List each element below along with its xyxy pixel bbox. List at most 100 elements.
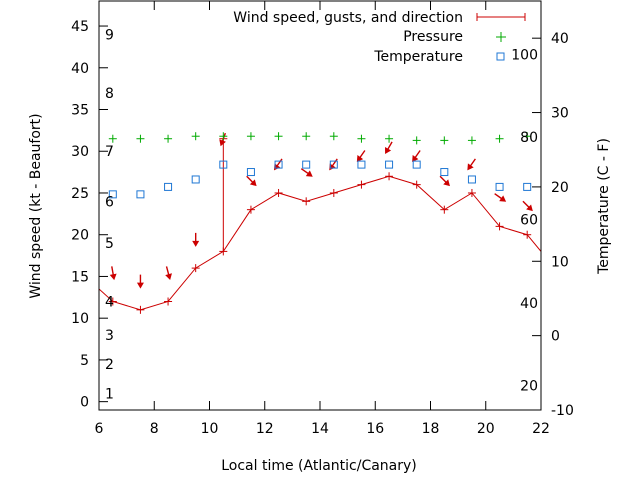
temperature-point — [385, 160, 394, 169]
beaufort-label: 5 — [105, 236, 114, 252]
pressure-point — [440, 136, 449, 145]
y-tick-label: 35 — [71, 103, 89, 119]
pressure-point — [108, 134, 117, 143]
y-tick-label: 0 — [80, 395, 89, 411]
y2-tick-label: 40 — [551, 31, 569, 47]
pressure-point — [467, 136, 476, 145]
beaufort-label: 8 — [105, 86, 114, 102]
pressure-point — [164, 134, 173, 143]
wind-direction-arrow — [356, 150, 366, 162]
y-tick-label: 30 — [71, 144, 89, 160]
x-tick-label: 8 — [150, 421, 159, 437]
legend-label-temperature: Temperature — [373, 49, 463, 65]
wind-direction-arrow — [273, 158, 283, 171]
wind-point — [329, 188, 338, 197]
x-tick-label: 14 — [311, 421, 329, 437]
temperature-point — [191, 175, 200, 184]
arrow-head — [165, 273, 172, 281]
arrow-shaft — [469, 158, 476, 167]
wind-point — [357, 180, 366, 189]
y-tick-label: 25 — [71, 186, 89, 202]
arrow-shaft — [276, 158, 283, 167]
x-tick-label: 12 — [256, 421, 274, 437]
axis-labels: 6 8 10 12 14 16 18 20 22051015202530354045-10010… — [71, 19, 574, 437]
wind-direction-arrow — [439, 175, 450, 187]
arrow-head — [526, 204, 533, 212]
wind-direction-arrow — [522, 200, 533, 212]
y2-tick-label: 0 — [551, 329, 560, 345]
wind-direction-arrow — [329, 158, 338, 171]
temperature-point — [329, 160, 338, 169]
y-tick-label: 40 — [71, 61, 89, 77]
temperature-point — [274, 160, 283, 169]
pressure-point — [302, 132, 311, 141]
x-tick-label: 18 — [422, 421, 440, 437]
arrow-shaft — [111, 266, 115, 276]
arrow-head — [219, 139, 226, 147]
wind-direction-arrow — [109, 266, 117, 281]
legend-key-pressure — [496, 32, 506, 42]
arrow-shaft — [300, 168, 310, 175]
plot-frame — [98, 0, 542, 411]
arrow-head — [109, 273, 117, 281]
wind-point — [136, 305, 145, 314]
wind-point — [246, 205, 255, 214]
wind-point — [191, 264, 200, 273]
arrow-head — [443, 179, 450, 187]
wind-direction-arrow — [136, 274, 144, 289]
arrow-shaft — [494, 193, 503, 200]
wind-point — [274, 188, 283, 197]
temperature-point — [164, 182, 173, 191]
fahrenheit-label: 60 — [520, 213, 538, 229]
wind-direction-arrow — [219, 132, 227, 147]
arrow-head — [249, 179, 257, 187]
arrow-head — [136, 282, 144, 289]
y-tick-label: 10 — [71, 311, 89, 327]
y2-axis-label: Temperature (C - F) — [596, 138, 612, 275]
wind-point — [523, 230, 532, 239]
wind-point — [385, 172, 394, 181]
wind-speed-line — [99, 175, 541, 311]
temperature-point — [412, 160, 421, 169]
x-tick-label: 6 — [95, 421, 104, 437]
pressure-point — [523, 132, 532, 141]
legend-key-temperature — [496, 52, 505, 61]
temperature-point — [246, 168, 255, 177]
wind-direction-arrow — [300, 168, 313, 177]
legend-label-pressure: Pressure — [403, 29, 463, 45]
arrow-head — [385, 147, 392, 154]
legend-label-wind: Wind speed, gusts, and direction — [233, 10, 463, 26]
fahrenheit-label: 40 — [520, 296, 538, 312]
wind-point — [412, 180, 421, 189]
legend: Wind speed, gusts, and direction Pressur… — [233, 10, 526, 65]
fahrenheit-label: 80 — [520, 130, 538, 146]
arrow-shaft — [359, 150, 366, 159]
wind-direction-arrow — [165, 266, 172, 281]
temperature-point — [440, 168, 449, 177]
temperature-point — [136, 190, 145, 199]
y-tick-label: 45 — [71, 19, 89, 35]
arrow-head — [356, 155, 364, 162]
wind-direction-arrow — [412, 150, 421, 162]
arrow-head — [499, 195, 507, 202]
arrow-shaft — [331, 158, 338, 167]
wind-point — [467, 188, 476, 197]
beaufort-label: 3 — [105, 328, 114, 344]
arrow-head — [305, 170, 313, 177]
pressure-point — [495, 134, 504, 143]
beaufort-label: 7 — [105, 144, 114, 160]
wind-point — [164, 297, 173, 306]
y-axis-label: Wind speed (kt - Beaufort) — [28, 113, 44, 298]
wind-direction-arrow — [494, 193, 507, 202]
wind-point — [302, 197, 311, 206]
arrow-shaft — [439, 175, 447, 184]
arrow-shaft — [221, 132, 227, 142]
x-axis-label: Local time (Atlantic/Canary) — [221, 458, 417, 474]
data-layer — [99, 132, 541, 314]
arrow-head — [412, 155, 419, 162]
wind-point — [440, 205, 449, 214]
fahrenheit-label: 20 — [520, 378, 538, 394]
y2-tick-label: -10 — [551, 403, 574, 419]
pressure-point — [246, 132, 255, 141]
